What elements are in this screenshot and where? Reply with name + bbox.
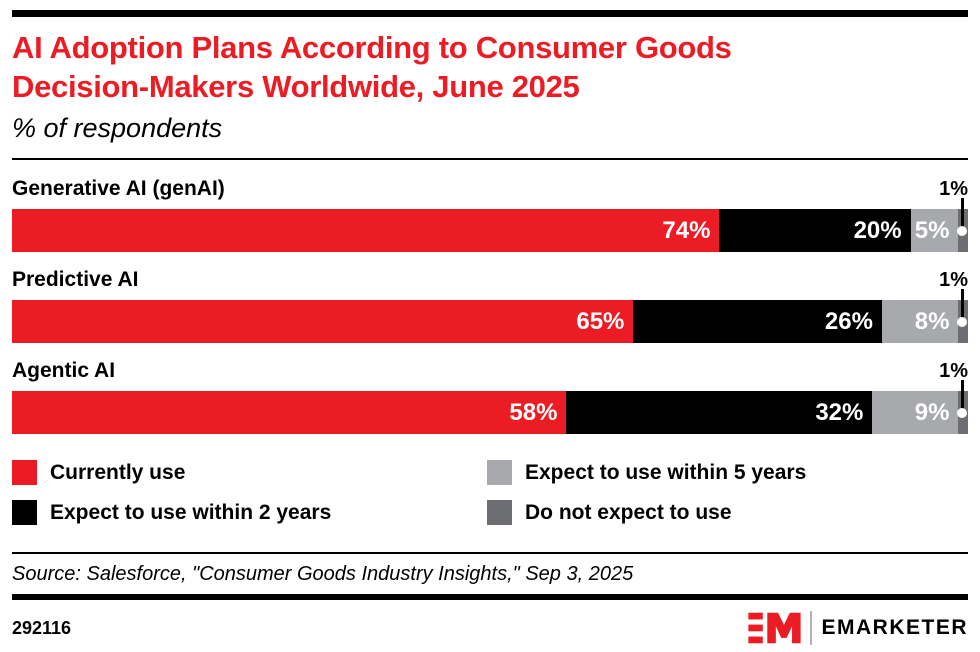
top-rule	[12, 10, 968, 17]
segment-value-label: 9%	[914, 398, 950, 426]
legend-swatch	[12, 500, 37, 525]
segment-value-label: 8%	[914, 307, 950, 335]
segment-value-label: 5%	[914, 216, 950, 244]
chart-subtitle: % of respondents	[12, 113, 223, 143]
bar-segment-expect-to-use-within-5-years: 9%	[872, 391, 959, 434]
em-monogram-icon	[748, 610, 802, 646]
bar-segment-expect-to-use-within-2-years: 20%	[719, 209, 911, 252]
bar-segment-expect-to-use-within-2-years: 32%	[566, 391, 873, 434]
callout-dot	[957, 408, 967, 418]
emarketer-logo: EMARKETER	[748, 610, 968, 646]
legend-swatch	[487, 460, 512, 485]
legend-item-expect-to-use-within-5-years: Expect to use within 5 years	[487, 460, 968, 485]
bar-segment-expect-to-use-within-5-years: 5%	[910, 209, 959, 252]
bar-header: Generative AI (genAI) 1%	[12, 176, 968, 202]
segment-value-label: 58%	[509, 398, 558, 426]
legend-label: Currently use	[50, 460, 186, 484]
legend: Currently use Expect to use within 2 year…	[12, 460, 968, 525]
callout-dot	[957, 226, 967, 236]
footer: 292116 EMARKETER	[12, 610, 968, 646]
source-line: Source: Salesforce, "Consumer Goods Indu…	[12, 563, 634, 585]
legend-item-currently-use: Currently use	[12, 460, 487, 485]
chart-title: AI Adoption Plans According to Consumer …	[12, 28, 968, 106]
legend-label: Expect to use within 5 years	[525, 460, 807, 484]
stacked-bar: 58% 32% 9%	[12, 391, 968, 434]
segment-value-label: 26%	[824, 307, 873, 335]
brand-wordmark: EMARKETER	[821, 616, 968, 639]
callout-leader-line	[960, 198, 964, 231]
category-label: Generative AI (genAI)	[12, 177, 225, 200]
chart-title-line-2: Decision-Makers Worldwide, June 2025	[12, 69, 580, 104]
callout-value-label: 1%	[939, 269, 968, 291]
header-divider	[12, 158, 968, 160]
stacked-bar: 65% 26% 8%	[12, 300, 968, 343]
legend-swatch	[487, 500, 512, 525]
logo-divider	[810, 611, 813, 645]
callout-leader-line	[960, 380, 964, 413]
source-divider-bottom	[12, 594, 968, 600]
chart-title-line-1: AI Adoption Plans According to Consumer …	[12, 30, 732, 65]
bar-segment-expect-to-use-within-2-years: 26%	[633, 300, 882, 343]
bar-segment-expect-to-use-within-5-years: 8%	[881, 300, 959, 343]
chart-id: 292116	[12, 617, 72, 638]
bars-area: Generative AI (genAI) 1% 74% 20% 5% Predictiv…	[12, 176, 968, 434]
legend-label: Do not expect to use	[525, 500, 732, 524]
chart-row-agentic-ai: Agentic AI 1% 58% 32% 9%	[12, 358, 968, 434]
legend-item-do-not-expect-to-use: Do not expect to use	[487, 500, 968, 525]
segment-value-label: 32%	[815, 398, 864, 426]
callout-value-label: 1%	[939, 178, 968, 200]
category-label: Predictive AI	[12, 268, 139, 291]
bar-segment-currently-use: 58%	[12, 391, 567, 434]
bar-segment-currently-use: 65%	[12, 300, 634, 343]
callout-value-label: 1%	[939, 360, 968, 382]
callout-leader-line	[960, 289, 964, 322]
bar-header: Predictive AI 1%	[12, 267, 968, 293]
segment-value-label: 65%	[576, 307, 625, 335]
stacked-bar: 74% 20% 5%	[12, 209, 968, 252]
chart-row-predictive-ai: Predictive AI 1% 65% 26% 8%	[12, 267, 968, 343]
segment-value-label: 20%	[853, 216, 902, 244]
chart-row-generative-ai-genai: Generative AI (genAI) 1% 74% 20% 5%	[12, 176, 968, 252]
bar-segment-currently-use: 74%	[12, 209, 720, 252]
bar-header: Agentic AI 1%	[12, 358, 968, 384]
segment-value-label: 74%	[662, 216, 711, 244]
legend-item-expect-to-use-within-2-years: Expect to use within 2 years	[12, 500, 487, 525]
callout-dot	[957, 317, 967, 327]
category-label: Agentic AI	[12, 359, 116, 382]
legend-label: Expect to use within 2 years	[50, 500, 332, 524]
source-divider-top	[12, 552, 968, 554]
legend-swatch	[12, 460, 37, 485]
